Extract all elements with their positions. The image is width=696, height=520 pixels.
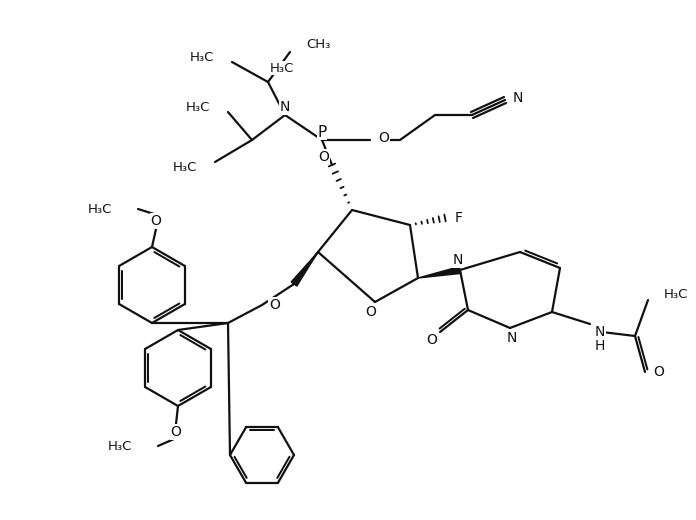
Polygon shape (291, 252, 318, 286)
Text: H₃C: H₃C (664, 288, 688, 301)
Text: N: N (453, 253, 463, 267)
Text: N: N (595, 325, 606, 339)
Text: O: O (365, 305, 377, 319)
Text: P: P (317, 124, 326, 139)
Text: H₃C: H₃C (186, 100, 210, 113)
Text: H: H (595, 339, 606, 353)
Text: H₃C: H₃C (173, 161, 197, 174)
Text: O: O (319, 150, 329, 164)
Text: H₃C: H₃C (189, 50, 214, 63)
Text: O: O (150, 214, 161, 228)
Text: O: O (378, 131, 389, 145)
Text: H₃C: H₃C (108, 439, 132, 452)
Text: O: O (653, 365, 664, 379)
Text: O: O (269, 298, 280, 312)
Text: F: F (455, 211, 463, 225)
Text: N: N (507, 331, 517, 345)
Text: N: N (280, 100, 290, 114)
Text: H₃C: H₃C (270, 61, 294, 74)
Text: N: N (513, 91, 523, 105)
Text: O: O (171, 425, 182, 439)
Text: O: O (427, 333, 438, 347)
Polygon shape (418, 267, 461, 278)
Text: CH₃: CH₃ (306, 37, 331, 50)
Text: H₃C: H₃C (88, 202, 112, 215)
